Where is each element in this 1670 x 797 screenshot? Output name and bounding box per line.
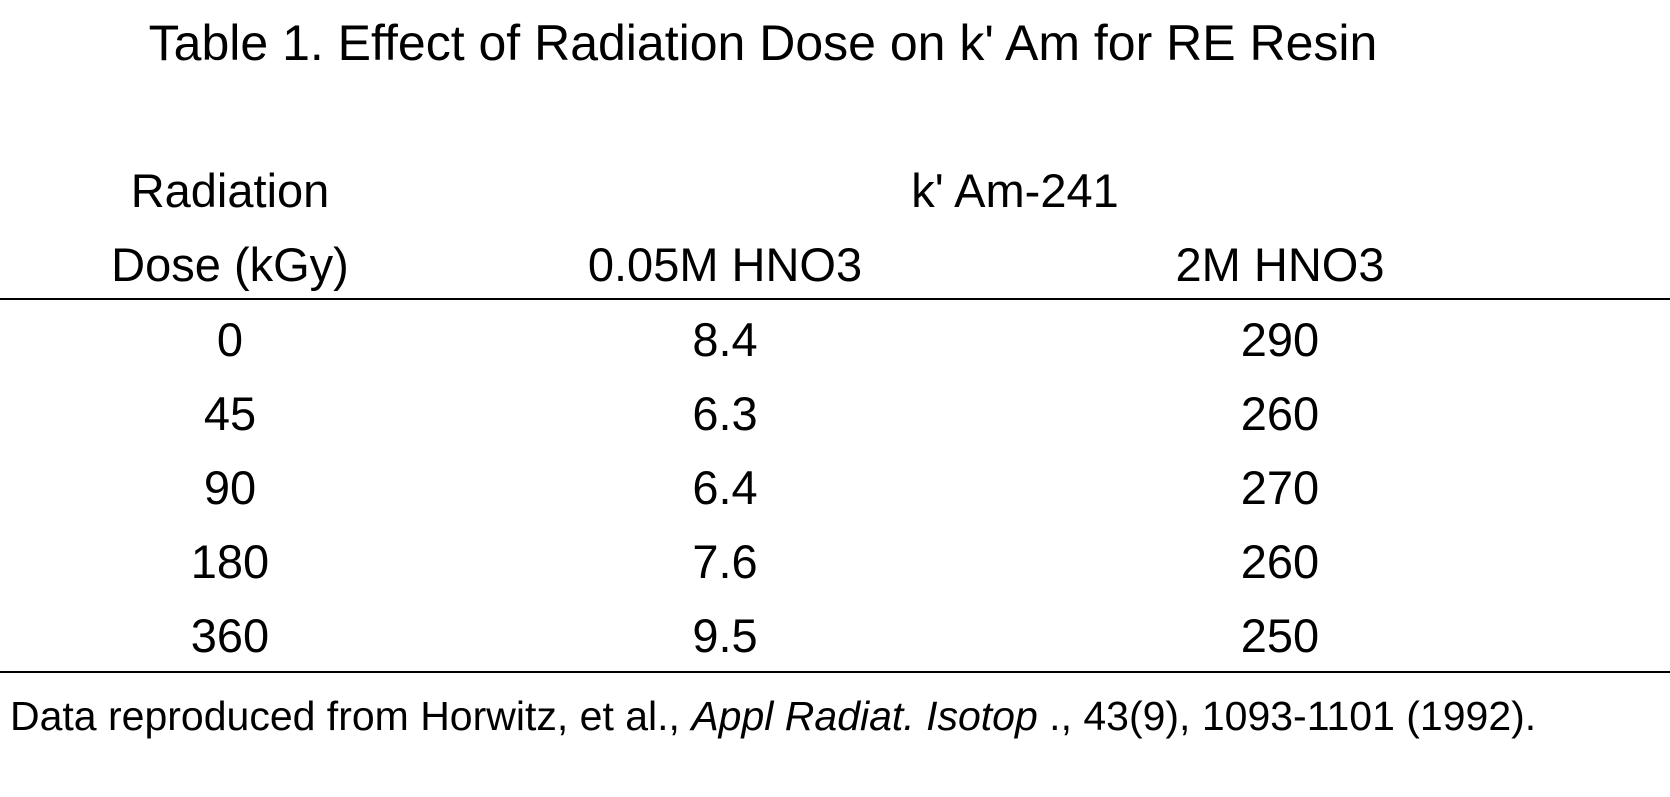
header-dose-label: Dose (kGy) <box>111 238 349 291</box>
dose-cell: 90 <box>203 461 257 514</box>
header-group-label: k' Am-241 <box>911 164 1119 217</box>
high-acid-cell: 270 <box>1240 461 1320 514</box>
footnote-prefix: Data reproduced from Horwitz, et al., <box>10 693 692 739</box>
low-acid-cell: 7.6 <box>692 535 758 588</box>
high-acid-cell: 250 <box>1240 609 1320 662</box>
bottom-rule <box>0 671 1670 673</box>
table-title: Table 1. Effect of Radiation Dose on k' … <box>148 15 1378 71</box>
low-acid-cell: 9.5 <box>692 609 758 662</box>
dose-cell: 360 <box>190 609 270 662</box>
dose-cell: 0 <box>216 313 244 366</box>
low-acid-cell: 8.4 <box>692 313 758 366</box>
header-high-acid: 2M HNO3 <box>1175 238 1385 291</box>
table-row: 0 8.4 290 <box>0 303 1670 377</box>
table-row: 360 9.5 250 <box>0 599 1670 673</box>
high-acid-cell: 260 <box>1240 535 1320 588</box>
footnote: Data reproduced from Horwitz, et al., Ap… <box>10 688 1536 744</box>
footnote-journal: Appl Radiat. Isotop <box>691 693 1038 739</box>
table-row: 90 6.4 270 <box>0 451 1670 525</box>
dose-cell: 45 <box>203 387 257 440</box>
high-acid-cell: 290 <box>1240 313 1320 366</box>
header-radiation-label: Radiation <box>130 164 330 217</box>
dose-cell: 180 <box>190 535 270 588</box>
low-acid-cell: 6.3 <box>692 387 758 440</box>
header-low-acid: 0.05M HNO3 <box>587 238 863 291</box>
footnote-suffix: ., 43(9), 1093-1101 (1992). <box>1037 693 1537 739</box>
header-rule <box>0 298 1670 300</box>
table-row: 180 7.6 260 <box>0 525 1670 599</box>
table-row: 45 6.3 260 <box>0 377 1670 451</box>
high-acid-cell: 260 <box>1240 387 1320 440</box>
low-acid-cell: 6.4 <box>692 461 758 514</box>
